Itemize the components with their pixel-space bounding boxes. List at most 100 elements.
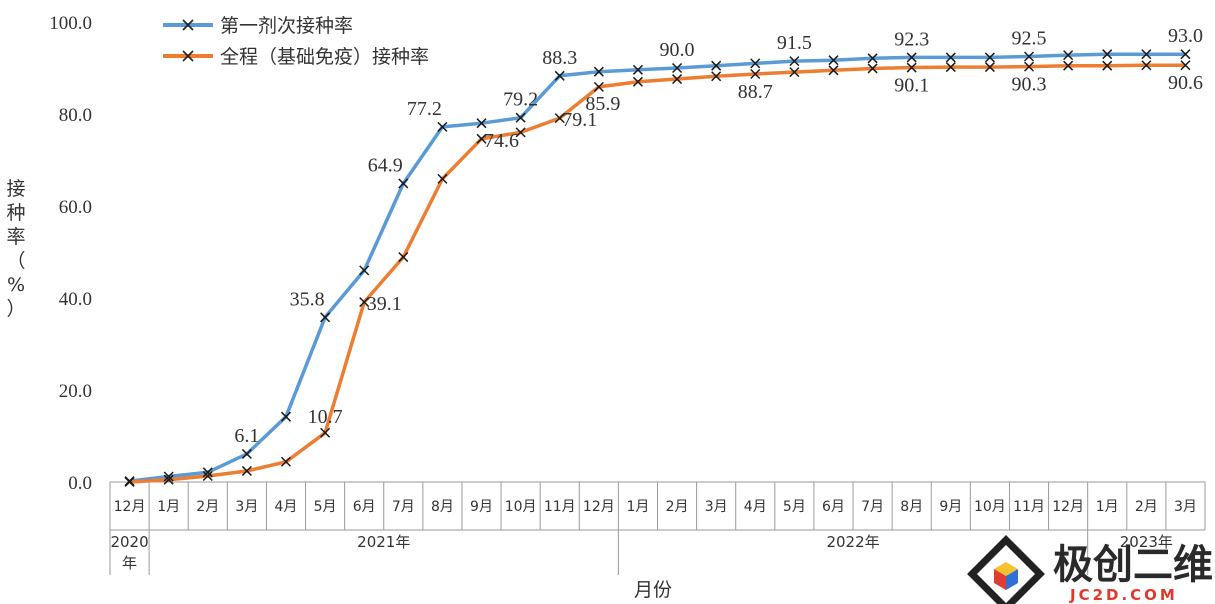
data-label: 92.5 [1012,28,1047,50]
x-tick-label: 5月 [314,499,337,515]
data-point-marker [984,52,995,63]
legend: 第一剂次接种率 全程（基础免疫）接种率 [163,15,429,68]
x-tick-label: 2月 [666,499,689,515]
data-point-marker [789,56,800,67]
x-category-axis: 12月 1月 2月 3月 4月 5月 6月 7月 8月 9月 10月 11月 12月 1月 2月 3月 4月 5月… [109,482,1206,575]
y-tick-labels: 0.0 20.0 40.0 60.0 80.0 100.0 [49,13,92,494]
data-point-marker [1180,60,1191,71]
data-label: 6.1 [234,425,259,447]
series-lines [129,52,1186,484]
data-label: 92.3 [894,28,929,50]
data-point-marker [867,53,878,64]
logo-cube-right-icon [1006,569,1018,590]
y-tick-label: 80.0 [59,105,92,126]
data-point-marker [437,121,448,132]
data-point-marker [593,66,604,77]
watermark-url: JC2D.COM [1069,586,1178,604]
data-point-marker [711,60,722,71]
x-tick-label: 3月 [705,499,728,515]
x-tick-label: 11月 [1013,499,1045,515]
data-labels: 6.1 35.8 64.9 77.2 79.288.3 90.0 91.5 92.3 92.5 9… [234,25,1203,447]
data-point-marker [515,127,526,138]
x-tick-label: 7月 [392,499,415,515]
x-tick-label: 9月 [470,499,493,515]
data-point-marker [554,70,565,81]
data-point-marker [515,112,526,123]
data-label: 39.1 [367,293,402,315]
x-tick-label: 9月 [939,499,962,515]
data-point-marker [984,62,995,73]
x-tick-label: 2月 [196,499,219,515]
data-point-marker [945,62,956,73]
data-point-marker [632,64,643,75]
data-point-marker [1180,49,1191,60]
series-line-0 [129,52,1186,483]
data-label: 79.2 [503,89,538,111]
data-point-marker [789,67,800,78]
data-label: 88.3 [542,47,577,69]
data-label: 85.9 [585,93,620,115]
data-point-marker [906,52,917,63]
data-point-marker [124,476,135,488]
data-point-marker [398,252,409,263]
x-tick-label: 11月 [544,499,576,515]
data-point-marker [241,465,252,476]
data-point-marker [320,312,331,323]
watermark-name: 极创二维 [1053,542,1213,588]
data-point-marker [202,467,213,478]
data-point-marker [632,76,643,87]
data-label: 90.0 [660,39,695,61]
x-tick-label: 4月 [744,499,767,515]
x-tick-label: 10月 [505,499,537,515]
data-point-marker [1063,50,1074,61]
logo-cube-left-icon [994,569,1006,590]
data-point-marker [320,427,331,438]
x-tick-label: 6月 [822,499,845,515]
y-axis-title: 接种率（%） [6,178,25,320]
legend-label-first-dose: 第一剂次接种率 [220,15,353,37]
data-point-marker [1102,60,1113,71]
x-tick-label: 7月 [861,499,884,515]
x-tick-label: 5月 [783,499,806,515]
data-label: 93.0 [1168,25,1203,47]
x-tick-label: 8月 [431,499,454,515]
data-point-marker [672,62,683,74]
data-label: 88.7 [738,81,773,103]
data-point-marker [241,448,252,459]
data-point-marker [1063,60,1074,71]
data-point-marker [1023,61,1035,72]
year-group-label: 2023年 [1120,533,1173,551]
data-label: 64.9 [368,154,403,176]
year-group-label-suffix: 年 [122,554,137,572]
year-group-label: 2020 [110,533,148,551]
x-tick-label: 3月 [1174,499,1197,515]
series-markers [124,49,1191,488]
data-label: 90.6 [1168,72,1203,94]
data-label: 90.1 [894,75,929,97]
data-point-marker [398,178,409,189]
series-line-1 [129,63,1186,484]
data-label: 91.5 [777,32,812,54]
data-point-marker [437,173,448,184]
legend-item-full-course: 全程（基础免疫）接种率 [163,46,429,68]
x-tick-label: 1月 [157,499,180,515]
x-tick-label: 12月 [1052,499,1084,515]
year-group-label: 2022年 [826,533,879,551]
data-point-marker [476,133,487,144]
x-tick-label: 3月 [235,499,258,515]
data-label: 79.1 [562,109,597,131]
x-tick-label: 10月 [974,499,1006,515]
data-point-marker [280,456,292,467]
data-point-marker [280,411,292,422]
y-tick-label: 60.0 [59,197,92,218]
data-point-marker [1023,51,1035,62]
data-point-marker [828,65,839,76]
data-point-marker [163,474,174,485]
data-point-marker [945,52,956,63]
x-tick-label: 8月 [900,499,923,515]
data-point-marker [554,113,565,124]
y-tick-label: 40.0 [59,289,92,310]
legend-item-first-dose: 第一剂次接种率 [163,15,353,37]
legend-marker-first-dose [182,19,194,31]
